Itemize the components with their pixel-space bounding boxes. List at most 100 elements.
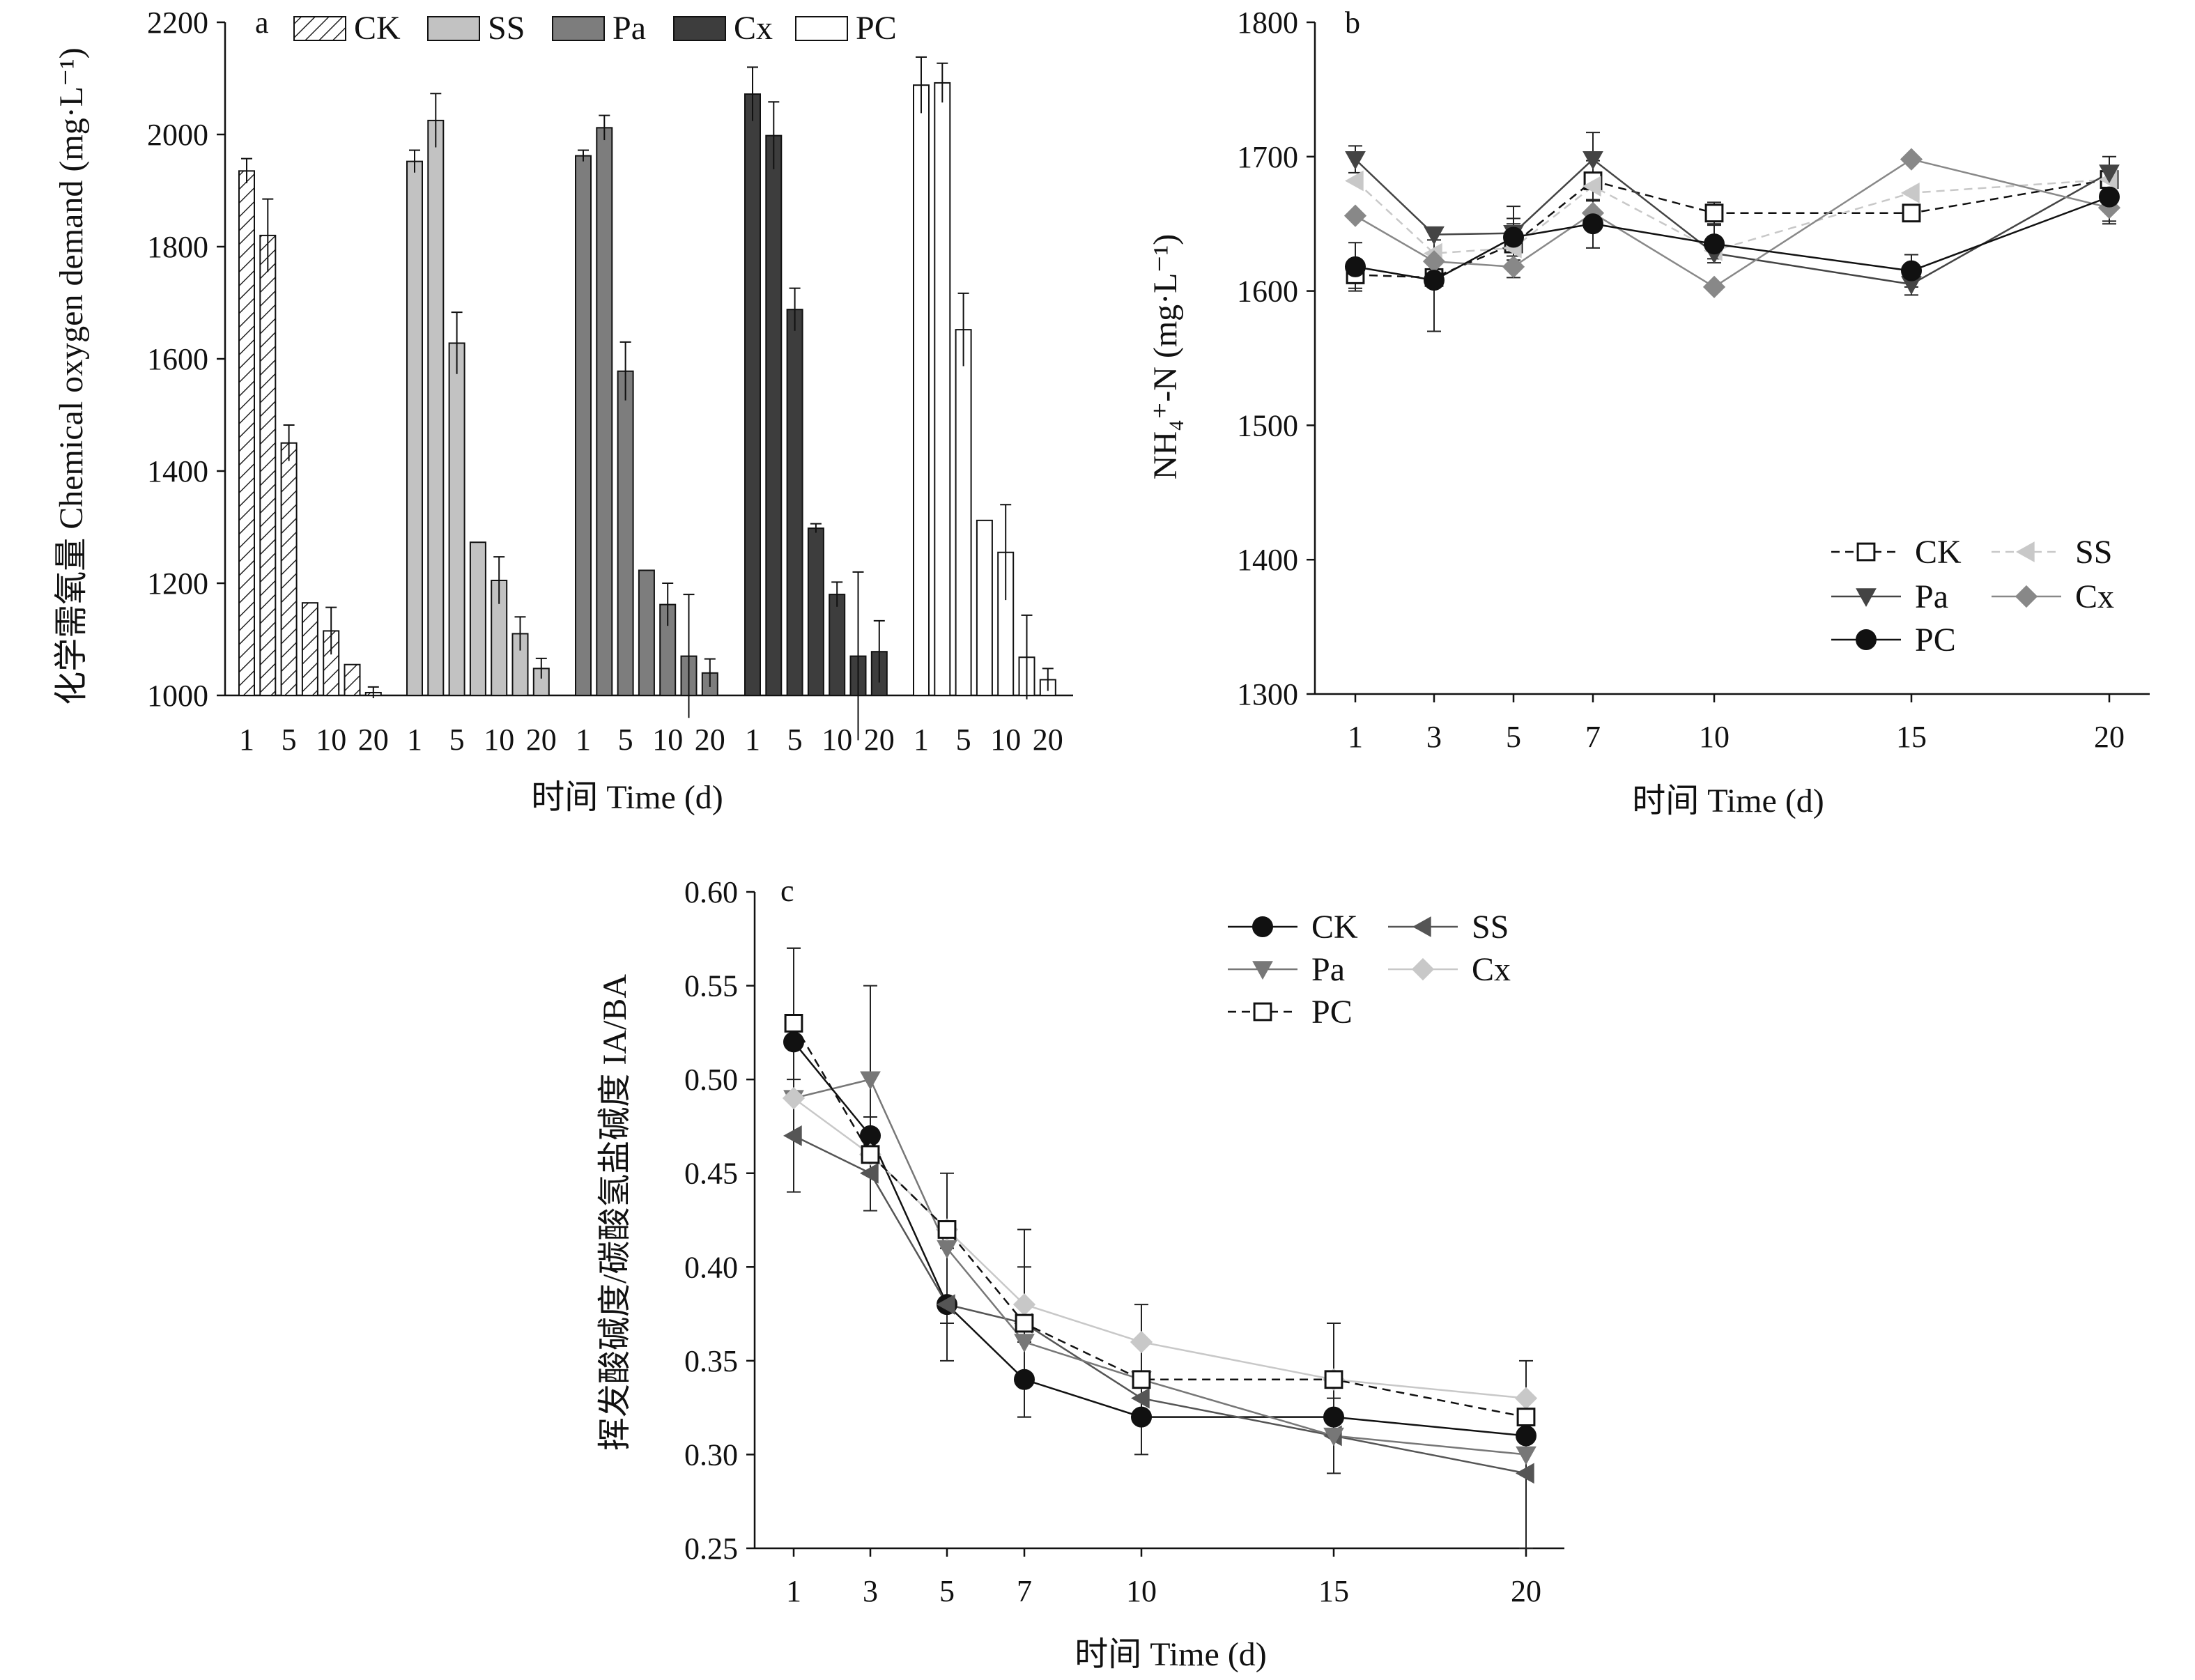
- point-pc-day-5: [937, 1220, 957, 1239]
- legend-label-cx: Cx: [2075, 578, 2114, 615]
- y-tick-label-b: 1300: [1237, 677, 1298, 711]
- x-tick-label-c: 10: [1126, 1574, 1157, 1608]
- x-tick-label-c: 15: [1318, 1574, 1349, 1608]
- legend-label-ck: CK: [1311, 909, 1358, 946]
- point-pc-day-20: [2099, 186, 2120, 208]
- legend-marker-cx: [2015, 585, 2038, 608]
- legend-label-cx: Cx: [1472, 951, 1511, 988]
- series-line-pa: [1355, 158, 2110, 286]
- x-tick-label-a: 10: [484, 723, 514, 757]
- point-ss-day-1: [783, 1125, 802, 1146]
- point-pa-day-20: [1516, 1446, 1536, 1465]
- y-tick-label-c: 0.55: [684, 969, 738, 1003]
- series-line-cx: [1355, 158, 2110, 288]
- point-pc-day-7: [1015, 1313, 1034, 1333]
- bar-cx-day-3: [765, 134, 783, 697]
- point-ck-day-15: [1902, 203, 1921, 223]
- point-pc-day-3: [1424, 270, 1445, 291]
- legend-label-pa: Pa: [613, 10, 646, 47]
- x-tick-label-a: 5: [282, 723, 297, 757]
- point-pa-day-3: [860, 1071, 881, 1091]
- legend-label-pc: PC: [1915, 622, 1956, 658]
- legend-label-pa: Pa: [1915, 578, 1948, 615]
- y-axis-title-a: 化学需氧量 Chemical oxygen demand (mg·L⁻¹): [53, 47, 90, 705]
- legend-label-ss: SS: [1472, 909, 1509, 946]
- bars-a: [238, 56, 1056, 741]
- bar-ss-day-7: [469, 541, 486, 696]
- chart-panel-c: c 挥发酸碱度/碳酸氢盐碱度 IA/BA 时间 Time (d) 0.25 0.3…: [596, 874, 1564, 1673]
- panel-letter-b: b: [1345, 6, 1360, 40]
- bar-ss-day-1: [406, 160, 423, 696]
- point-ck-day-1: [783, 1031, 804, 1053]
- x-tick-label-a: 1: [239, 723, 254, 757]
- point-pa-day-3: [1424, 226, 1445, 245]
- y-tick-label-a: 2000: [147, 118, 208, 152]
- legend-b: CK SS Pa Cx PC: [1831, 534, 2114, 658]
- x-tick-label-a: 20: [526, 723, 557, 757]
- point-pc-day-10: [1132, 1370, 1151, 1389]
- point-ss-day-10: [1130, 1387, 1150, 1409]
- x-tick-label-c: 20: [1511, 1574, 1541, 1608]
- x-tick-label-a: 1: [914, 723, 929, 757]
- x-tick-label-c: 7: [1017, 1574, 1032, 1608]
- bar-ck-day-1: [238, 170, 255, 696]
- point-pa-day-20: [2099, 164, 2120, 183]
- x-tick-label-a: 5: [787, 723, 803, 757]
- x-tick-label-a: 1: [407, 723, 422, 757]
- x-tick-label-a: 5: [449, 723, 465, 757]
- x-tick-label-c: 5: [939, 1574, 955, 1608]
- legend-marker-ss: [2015, 541, 2035, 562]
- point-pc-day-15: [1324, 1370, 1343, 1389]
- point-pc-day-1: [784, 1014, 803, 1033]
- legend-swatch-ck: [293, 16, 346, 41]
- legend-label-ss: SS: [2075, 534, 2112, 571]
- x-tick-label-a: 20: [358, 723, 389, 757]
- chart-panel-a: a 化学需氧量 Chemical oxygen demand (mg·L⁻¹) …: [53, 6, 1073, 816]
- x-tick-label-b: 3: [1426, 720, 1442, 754]
- x-tick-label-a: 20: [695, 723, 725, 757]
- legend-swatch-cx: [673, 16, 726, 41]
- axes-c: 0.25 0.30 0.35 0.40 0.45 0.50 0.55 0.60 1 3 5 7 10 15…: [684, 875, 1564, 1608]
- point-ck-day-10: [1131, 1406, 1152, 1428]
- series-line-ck: [793, 1041, 1527, 1437]
- point-cx-day-1: [782, 1086, 806, 1110]
- series-line-ss: [1355, 178, 2110, 254]
- point-pa-day-15: [1323, 1427, 1344, 1447]
- point-pc-day-1: [1345, 256, 1366, 277]
- legend-marker-cx: [1411, 957, 1435, 981]
- legend-label-pc: PC: [856, 10, 897, 47]
- legend-label-ss: SS: [488, 10, 525, 47]
- y-tick-label-a: 1400: [147, 454, 208, 488]
- y-tick-label-c: 0.25: [684, 1532, 738, 1566]
- bar-ck-day-15: [344, 663, 361, 696]
- point-cx-day-15: [1900, 148, 1923, 171]
- x-tick-label-a: 1: [745, 723, 760, 757]
- x-tick-label-c: 1: [786, 1574, 801, 1608]
- bar-cx-day-5: [786, 309, 803, 697]
- point-pc-day-10: [1704, 233, 1725, 255]
- x-tick-label-a: 20: [1033, 723, 1063, 757]
- legend-a: CK SS Pa Cx PC: [293, 10, 897, 47]
- series-line-pc: [792, 1022, 1527, 1418]
- series-line-pa: [793, 1078, 1527, 1456]
- bar-ck-day-7: [301, 602, 318, 696]
- x-axis-title-a: 时间 Time (d): [531, 779, 723, 816]
- x-tick-label-b: 1: [1348, 720, 1363, 754]
- bar-cx-day-7: [807, 527, 824, 696]
- y-tick-label-b: 1800: [1237, 6, 1298, 40]
- axes-b: 1300 1400 1500 1600 1700 1800 1 3 5 7 10 15 20: [1237, 6, 2150, 754]
- legend-swatch-pc: [795, 16, 848, 41]
- point-cx-day-10: [1702, 275, 1726, 298]
- y-tick-label-a: 1200: [147, 567, 208, 601]
- point-ss-day-20: [1515, 1463, 1534, 1484]
- bar-ss-day-5: [448, 342, 465, 696]
- point-pa-day-7: [1014, 1334, 1035, 1353]
- x-tick-label-a: 10: [652, 723, 683, 757]
- point-ss-day-3: [859, 1162, 879, 1184]
- series-line-cx: [793, 1097, 1527, 1399]
- y-tick-label-c: 0.60: [684, 875, 738, 909]
- x-tick-label-c: 3: [863, 1574, 878, 1608]
- x-tick-label-a: 20: [864, 723, 895, 757]
- bar-pa-day-7: [638, 569, 655, 696]
